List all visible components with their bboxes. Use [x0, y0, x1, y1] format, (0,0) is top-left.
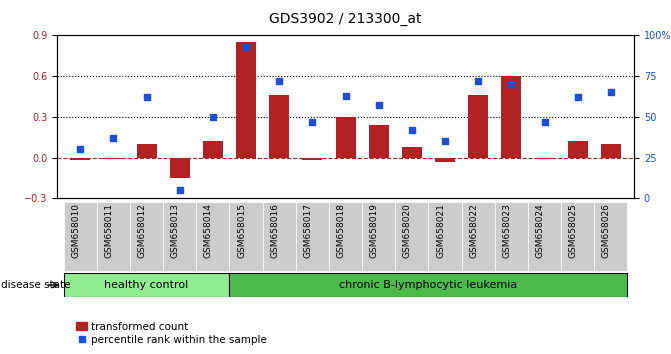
Bar	[362, 202, 395, 271]
Point	[75, 147, 86, 152]
Text: GSM658016: GSM658016	[270, 203, 279, 258]
Bar	[435, 158, 455, 161]
Text: GSM658026: GSM658026	[602, 203, 611, 258]
Bar	[103, 158, 123, 159]
Bar	[229, 273, 627, 297]
Bar	[229, 202, 262, 271]
Bar	[296, 202, 329, 271]
Text: GSM658015: GSM658015	[237, 203, 246, 258]
Point	[207, 114, 218, 120]
Bar	[64, 202, 97, 271]
Bar	[64, 273, 229, 297]
Bar	[236, 42, 256, 158]
Text: GSM658020: GSM658020	[403, 203, 412, 258]
Bar	[501, 76, 521, 158]
Text: GSM658010: GSM658010	[71, 203, 81, 258]
Bar	[163, 202, 197, 271]
Point	[307, 119, 318, 125]
Bar	[130, 202, 163, 271]
Text: GSM658024: GSM658024	[535, 203, 545, 258]
Text: GSM658025: GSM658025	[569, 203, 578, 258]
Text: GSM658011: GSM658011	[105, 203, 113, 258]
Bar	[70, 158, 90, 160]
Bar	[528, 202, 561, 271]
Text: GSM658017: GSM658017	[303, 203, 313, 258]
Bar	[601, 144, 621, 158]
Point	[141, 95, 152, 100]
Bar	[568, 141, 588, 158]
Bar	[495, 202, 528, 271]
Bar	[269, 95, 289, 158]
Bar	[468, 95, 488, 158]
Point	[108, 135, 119, 141]
Point	[407, 127, 417, 133]
Point	[340, 93, 351, 98]
Bar	[262, 202, 296, 271]
Bar	[197, 202, 229, 271]
Bar	[462, 202, 495, 271]
Text: GSM658021: GSM658021	[436, 203, 445, 258]
Point	[274, 78, 285, 84]
Text: healthy control: healthy control	[105, 280, 189, 290]
Text: GSM658022: GSM658022	[469, 203, 478, 258]
Bar	[561, 202, 595, 271]
Text: disease state: disease state	[1, 280, 71, 290]
Text: GSM658019: GSM658019	[370, 203, 378, 258]
Bar	[336, 117, 356, 158]
Bar	[203, 141, 223, 158]
Text: GSM658013: GSM658013	[170, 203, 180, 258]
Text: GSM658012: GSM658012	[138, 203, 146, 258]
Text: GSM658014: GSM658014	[204, 203, 213, 258]
Point	[241, 44, 252, 50]
Point	[539, 119, 550, 125]
Bar	[170, 158, 190, 178]
Bar	[137, 144, 156, 158]
Bar	[97, 202, 130, 271]
Bar	[402, 147, 422, 158]
Bar	[535, 158, 554, 159]
Text: chronic B-lymphocytic leukemia: chronic B-lymphocytic leukemia	[340, 280, 517, 290]
Point	[605, 90, 616, 95]
Point	[373, 103, 384, 108]
Bar	[303, 158, 322, 160]
Bar	[595, 202, 627, 271]
Bar	[329, 202, 362, 271]
Text: GSM658018: GSM658018	[337, 203, 346, 258]
Point	[473, 78, 484, 84]
Point	[174, 187, 185, 193]
Point	[506, 81, 517, 87]
Point	[440, 138, 450, 144]
Text: GSM658023: GSM658023	[503, 203, 511, 258]
Bar	[395, 202, 429, 271]
Text: GDS3902 / 213300_at: GDS3902 / 213300_at	[269, 12, 422, 27]
Bar	[369, 125, 389, 158]
Bar	[429, 202, 462, 271]
Point	[572, 95, 583, 100]
Legend: transformed count, percentile rank within the sample: transformed count, percentile rank withi…	[72, 317, 271, 349]
